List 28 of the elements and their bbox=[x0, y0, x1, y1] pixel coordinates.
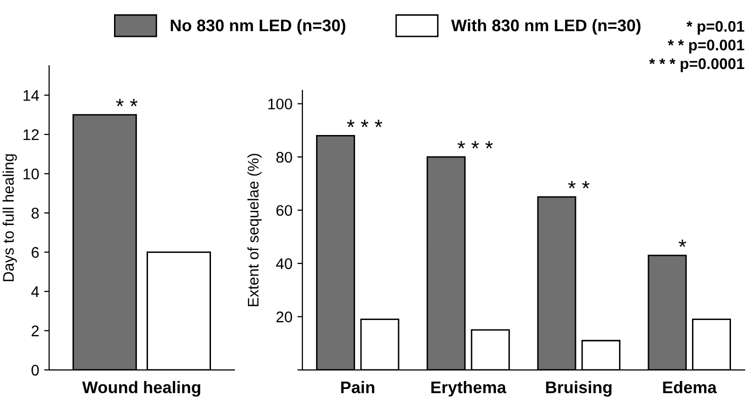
y-axis-title: Extent of sequelae (%) bbox=[247, 154, 262, 306]
legend-label: With 830 nm LED (n=30) bbox=[451, 19, 640, 35]
annotation: * bbox=[678, 240, 686, 247]
x-tick-label: Pain bbox=[341, 381, 374, 394]
y-tick-label: 8 bbox=[32, 208, 39, 219]
x-tick-label: Erythema bbox=[431, 381, 506, 397]
y-tick-label: 12 bbox=[24, 129, 39, 140]
y-tick-label: 14 bbox=[24, 90, 39, 101]
y-tick-label: 6 bbox=[32, 247, 39, 258]
annotation: * * bbox=[568, 181, 590, 188]
y-axis-title: Days to full healing bbox=[2, 154, 17, 282]
y-tick-label: 2 bbox=[32, 326, 39, 336]
y-tick-label: 60 bbox=[276, 205, 292, 216]
annotation: * * * bbox=[458, 141, 493, 148]
legend-label: No 830 nm LED (n=30) bbox=[170, 19, 346, 35]
y-tick-label: 80 bbox=[276, 152, 292, 163]
text: * p=0.01 * * p=0.001 * * * p=0.0001 bbox=[649, 20, 744, 72]
y-tick-label: 4 bbox=[31, 286, 39, 297]
annotation: * * * bbox=[347, 120, 382, 128]
annotation: * * bbox=[116, 98, 138, 106]
y-tick-label: 40 bbox=[276, 258, 292, 270]
y-tick-label: 20 bbox=[276, 312, 292, 322]
y-tick-label: 10 bbox=[24, 168, 39, 180]
x-tick-label: Edema bbox=[663, 381, 717, 394]
x-tick-label: Bruising bbox=[546, 381, 612, 397]
y-tick-label: 0 bbox=[32, 364, 39, 376]
y-tick-label: 100 bbox=[268, 98, 292, 110]
x-tick-label: Wound healing bbox=[82, 381, 200, 397]
